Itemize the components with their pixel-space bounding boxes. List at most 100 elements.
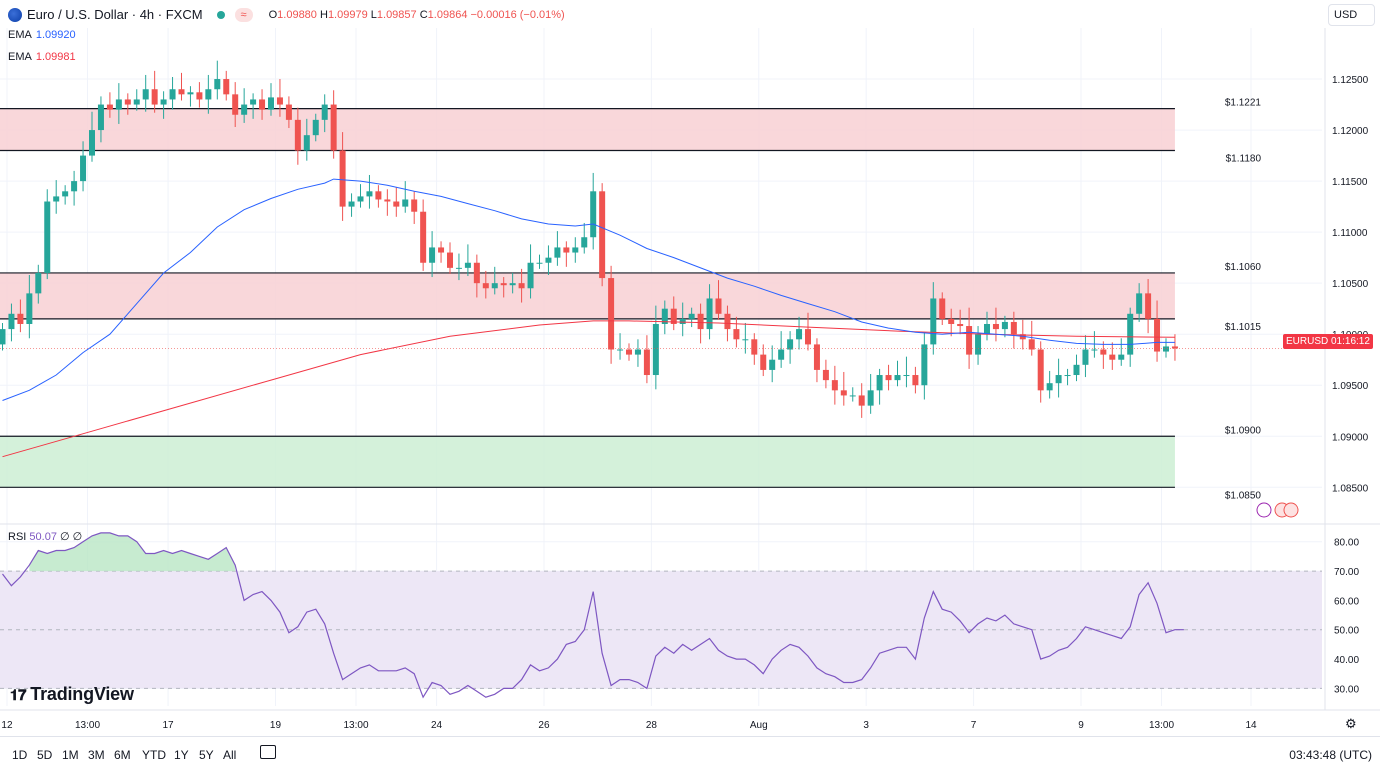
chart-header: Euro / U.S. Dollar · 4h · FXCM ≈ O1.0988… bbox=[8, 7, 565, 22]
candle bbox=[214, 79, 221, 90]
candle bbox=[867, 390, 874, 406]
timeframe-6m[interactable]: 6M bbox=[114, 748, 131, 762]
time-tick-label: 26 bbox=[538, 720, 550, 731]
candle bbox=[822, 369, 829, 381]
candle bbox=[473, 262, 480, 284]
candle bbox=[80, 155, 87, 182]
candle bbox=[482, 283, 489, 289]
zone-bottom-label: $1.0850 bbox=[1225, 490, 1262, 501]
candle bbox=[894, 375, 901, 381]
candle bbox=[35, 272, 42, 294]
candle bbox=[223, 79, 230, 95]
candle bbox=[966, 326, 973, 355]
candle bbox=[26, 293, 33, 324]
calendar-icon[interactable] bbox=[260, 745, 276, 759]
candle bbox=[53, 196, 60, 202]
candle bbox=[1082, 349, 1089, 365]
candle bbox=[312, 119, 319, 136]
timeframe-5y[interactable]: 5Y bbox=[199, 748, 214, 762]
candle bbox=[715, 298, 722, 314]
time-tick-label: 28 bbox=[646, 720, 658, 731]
price-tick-label: 1.11000 bbox=[1332, 228, 1368, 239]
rsi-overbought-fill bbox=[29, 532, 236, 572]
candle bbox=[518, 283, 525, 289]
candle bbox=[169, 89, 176, 100]
candle bbox=[1171, 346, 1178, 349]
utc-clock[interactable]: 03:43:48 (UTC) bbox=[1289, 748, 1372, 762]
tradingview-logo[interactable]: 𝟏𝟕 TradingView bbox=[10, 684, 134, 704]
support-zone-2 bbox=[0, 436, 1175, 488]
wave-icon[interactable]: ≈ bbox=[234, 7, 253, 22]
candle bbox=[930, 298, 937, 345]
timeframe-all[interactable]: All bbox=[223, 748, 237, 762]
candle bbox=[321, 104, 328, 120]
tradingview-mark-icon: 𝟏𝟕 bbox=[10, 687, 27, 704]
candle bbox=[903, 375, 910, 377]
candle bbox=[948, 318, 955, 324]
zone-top-label: $1.1221 bbox=[1225, 98, 1262, 109]
ema-fast-legend[interactable]: EMA 1.09920 bbox=[8, 29, 76, 41]
time-tick-label: 7 bbox=[971, 720, 977, 731]
candle bbox=[742, 339, 749, 341]
timeframe-1y[interactable]: 1Y bbox=[174, 748, 189, 762]
rsi-tick-label: 60.00 bbox=[1334, 596, 1359, 607]
candle bbox=[733, 329, 740, 340]
resistance-zone-1 bbox=[0, 272, 1175, 319]
candle bbox=[688, 313, 695, 319]
time-tick-label: Aug bbox=[750, 720, 768, 731]
symbol-title[interactable]: Euro / U.S. Dollar · 4h · FXCM bbox=[27, 7, 203, 22]
timeframe-1m[interactable]: 1M bbox=[62, 748, 79, 762]
candle bbox=[876, 375, 883, 391]
candle bbox=[133, 99, 140, 105]
candle bbox=[455, 267, 462, 269]
candle bbox=[849, 395, 856, 397]
timeframe-3m[interactable]: 3M bbox=[88, 748, 105, 762]
us-flag-event-icon bbox=[1283, 502, 1299, 518]
candle bbox=[89, 130, 95, 156]
candle bbox=[366, 191, 373, 197]
time-tick-label: 19 bbox=[270, 720, 282, 731]
timeframe-5d[interactable]: 5D bbox=[37, 748, 53, 762]
candle bbox=[599, 191, 606, 279]
candle bbox=[1145, 293, 1152, 319]
candle bbox=[303, 135, 310, 151]
price-tick-label: 1.12000 bbox=[1332, 126, 1369, 137]
candle bbox=[581, 237, 588, 248]
price-tick-label: 1.12500 bbox=[1332, 75, 1369, 86]
time-tick-label: 13:00 bbox=[1149, 720, 1174, 731]
candle bbox=[706, 298, 713, 330]
candle bbox=[1127, 313, 1134, 355]
zone-top-label: $1.1060 bbox=[1225, 262, 1262, 273]
time-tick-label: 14 bbox=[1245, 720, 1257, 731]
price-tick-label: 1.11500 bbox=[1332, 177, 1368, 188]
currency-button[interactable]: USD bbox=[1328, 4, 1375, 26]
candle bbox=[1154, 318, 1161, 352]
ema-slow-legend[interactable]: EMA 1.09981 bbox=[8, 51, 76, 63]
candle bbox=[393, 201, 400, 207]
candle bbox=[62, 191, 69, 197]
time-tick-label: 3 bbox=[863, 720, 869, 731]
candle bbox=[357, 196, 364, 202]
timeframe-ytd[interactable]: YTD bbox=[142, 748, 166, 762]
candle bbox=[617, 349, 624, 351]
candle bbox=[1109, 354, 1116, 360]
candle bbox=[375, 191, 382, 200]
candle bbox=[751, 339, 758, 355]
candle bbox=[447, 252, 453, 268]
symbol-price-tag: EURUSD bbox=[1283, 334, 1332, 349]
rsi-tick-label: 70.00 bbox=[1334, 567, 1359, 578]
candle bbox=[840, 390, 847, 396]
rsi-legend[interactable]: RSI 50.07 ∅ ∅ bbox=[8, 531, 83, 543]
rsi-band bbox=[0, 571, 1322, 689]
candle bbox=[1037, 349, 1044, 391]
timeframe-1d[interactable]: 1D bbox=[12, 748, 28, 762]
candle bbox=[71, 181, 78, 192]
candle bbox=[760, 354, 767, 370]
candle bbox=[205, 89, 212, 100]
gear-icon[interactable]: ⚙ bbox=[1345, 716, 1357, 731]
candle bbox=[634, 349, 641, 355]
candle bbox=[106, 104, 113, 110]
candle bbox=[885, 375, 892, 381]
candle bbox=[554, 247, 561, 258]
